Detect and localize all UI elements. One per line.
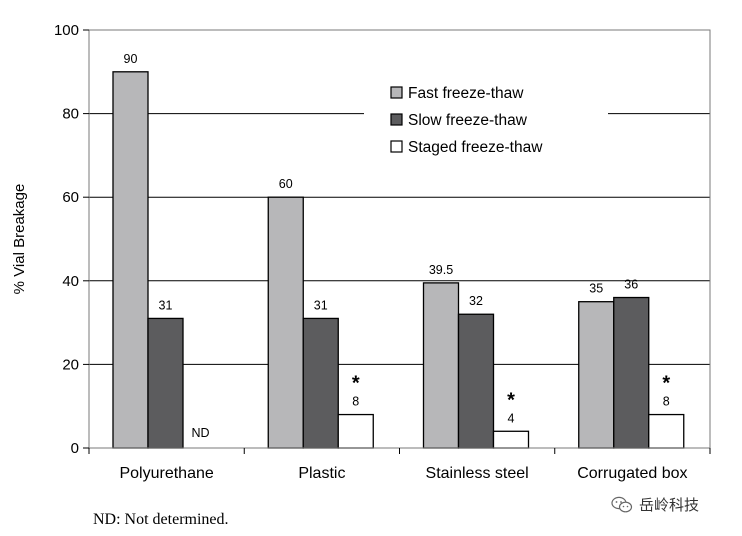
legend-swatch xyxy=(390,140,403,153)
y-tick-label: 100 xyxy=(54,22,79,39)
bar xyxy=(578,301,615,449)
data-label: 8 xyxy=(352,395,359,409)
data-label: 8 xyxy=(663,395,670,409)
y-tick-label: 60 xyxy=(62,189,79,206)
bars xyxy=(112,71,685,449)
x-tick-label: Corrugated box xyxy=(577,465,687,482)
legend-swatch xyxy=(390,113,403,126)
wechat-icon xyxy=(611,496,633,512)
data-label: ND xyxy=(191,426,209,440)
significance-marker: * xyxy=(507,389,515,411)
data-label: 60 xyxy=(279,177,293,191)
bar xyxy=(613,296,650,449)
data-label: 31 xyxy=(314,298,328,312)
x-axis-ticks: Polyurethane Plastic Stainless steel Corrug… xyxy=(88,448,711,482)
data-label: 32 xyxy=(469,294,483,308)
y-tick-label: 80 xyxy=(62,106,79,123)
significance-marker: * xyxy=(662,373,670,395)
data-label: 35 xyxy=(589,282,603,296)
bar xyxy=(147,317,184,449)
bar xyxy=(112,71,149,449)
legend-entry: Fast freeze-thaw xyxy=(408,85,524,102)
x-tick-label: Stainless steel xyxy=(426,465,529,482)
watermark: 岳岭科技 xyxy=(611,494,699,515)
y-axis-ticks: 0 20 40 60 80 100 xyxy=(54,22,89,457)
legend-entry: Staged freeze-thaw xyxy=(408,139,543,156)
legend-background xyxy=(364,78,608,162)
bar xyxy=(267,196,304,449)
bar xyxy=(457,313,495,449)
bar xyxy=(492,430,530,449)
legend: Fast freeze-thaw Slow freeze-thaw Staged f… xyxy=(364,78,608,162)
data-label: 4 xyxy=(508,411,515,425)
bar xyxy=(337,413,374,449)
x-tick-label: Polyurethane xyxy=(119,465,213,482)
bar xyxy=(648,413,685,449)
bar xyxy=(302,317,339,449)
watermark-text: 岳岭科技 xyxy=(639,496,700,514)
y-tick-label: 20 xyxy=(62,356,79,373)
y-tick-label: 40 xyxy=(62,273,79,290)
x-tick-label: Plastic xyxy=(298,465,345,482)
data-label: 90 xyxy=(124,52,138,66)
legend-entry: Slow freeze-thaw xyxy=(408,112,528,129)
footnote: ND: Not determined. xyxy=(93,511,229,528)
legend-swatch xyxy=(390,86,403,99)
y-tick-label: 0 xyxy=(71,440,79,457)
significance-marker: * xyxy=(352,373,360,395)
data-label: 39.5 xyxy=(429,263,453,277)
data-label: 36 xyxy=(624,278,638,292)
data-label: 31 xyxy=(159,298,173,312)
bar xyxy=(422,282,460,449)
y-axis-label: % Vial Breakage xyxy=(11,184,28,295)
